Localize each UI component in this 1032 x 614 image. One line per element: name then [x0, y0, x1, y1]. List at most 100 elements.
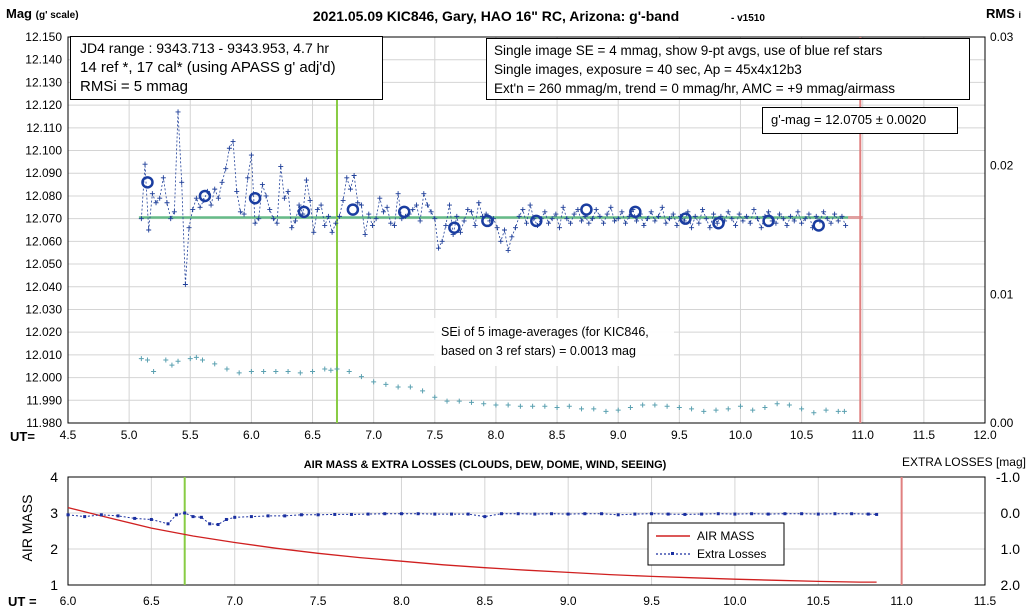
single-image-point	[824, 216, 830, 222]
single-image-point	[186, 225, 192, 231]
extra-losses-point	[216, 523, 220, 527]
rms-point	[811, 410, 817, 416]
average-point	[481, 214, 494, 228]
single-image-point	[259, 182, 265, 188]
extra-losses-point	[875, 512, 879, 516]
average-point	[297, 205, 311, 219]
single-image-point	[524, 220, 529, 226]
average-point	[762, 214, 775, 228]
extra-losses-point	[399, 512, 403, 516]
top-x-tick-label: 6.5	[304, 428, 321, 442]
bottom-y2-axis-label: EXTRA LOSSES [mag]	[902, 455, 1026, 469]
top-y-tick-label: 12.100	[25, 144, 62, 158]
rms-point	[774, 401, 780, 407]
top-y-tick-label: 11.980	[26, 416, 62, 430]
rms-point	[383, 381, 389, 387]
top-y-tick-label: 12.010	[25, 348, 62, 362]
single-image-point	[267, 207, 273, 213]
single-image-point	[289, 225, 295, 231]
rms-point	[689, 406, 695, 412]
rms-point	[786, 402, 792, 408]
top-y-tick-label: 12.050	[25, 257, 62, 271]
extra-losses-point	[316, 513, 320, 517]
rms-point	[615, 407, 621, 413]
single-image-point	[413, 202, 419, 208]
top-x-tick-label: 5.5	[182, 428, 199, 442]
top-x-tick-label: 7.0	[365, 428, 382, 442]
rms-point	[236, 370, 242, 376]
single-image-point	[358, 202, 364, 208]
rms-point	[481, 401, 487, 407]
single-image-point	[256, 216, 262, 222]
legend-losses-marker	[671, 552, 674, 555]
top-x-tick-label: 7.5	[426, 428, 443, 442]
extra-losses-point	[516, 512, 520, 516]
bottom-plot-frame	[67, 476, 986, 586]
top-x-tick-label: 6.0	[243, 428, 260, 442]
single-image-point	[707, 225, 713, 231]
extra-losses-point	[149, 517, 153, 521]
bottom-x-tick-label: 10.0	[723, 594, 747, 608]
bottom-chart-title: AIR MASS & EXTRA LOSSES (CLOUDS, DEW, DO…	[304, 459, 667, 471]
single-image-point	[454, 213, 460, 219]
single-image-point	[461, 218, 467, 224]
bottom-x-tick-label: 7.5	[310, 594, 327, 608]
single-image-point	[435, 245, 441, 251]
bottom-x-tick-label: 8.0	[393, 594, 410, 608]
single-image-point	[813, 213, 819, 219]
extra-losses-point	[333, 512, 337, 516]
rms-point	[627, 405, 633, 411]
rms-point	[395, 384, 401, 390]
single-image-point	[648, 209, 654, 215]
single-image-point	[714, 220, 720, 226]
single-image-point	[626, 213, 632, 219]
single-image-point	[494, 225, 500, 231]
single-image-point	[149, 191, 155, 197]
single-image-point	[564, 216, 570, 222]
extra-losses-point	[716, 512, 720, 516]
bottom-x-tick-label: 11.0	[890, 594, 913, 608]
extra-losses-point	[499, 512, 503, 516]
legend-losses-label: Extra Losses	[697, 547, 766, 561]
single-image-point	[377, 195, 383, 201]
single-image-point	[182, 281, 188, 287]
rms-point	[799, 406, 805, 412]
extra-losses-point	[783, 512, 787, 516]
rms-point	[420, 388, 426, 394]
single-image-point	[329, 229, 335, 235]
top-x-tick-label: 5.0	[121, 428, 138, 442]
info-box-left: JD4 range : 9343.713 - 9343.953, 4.7 hr …	[70, 36, 383, 100]
rms-point	[169, 362, 175, 368]
rms-point	[725, 406, 731, 412]
single-image-point	[417, 218, 423, 224]
single-image-point	[446, 202, 452, 208]
rms-point	[456, 398, 462, 404]
single-image-point	[252, 220, 258, 226]
top-y-tick-label: 12.020	[25, 325, 62, 339]
single-image-point	[142, 161, 148, 167]
extra-losses-point	[349, 512, 353, 516]
single-image-point	[747, 220, 753, 226]
top-x-tick-label: 11.0	[851, 428, 874, 442]
single-image-point	[527, 202, 533, 208]
top-x-tick-label: 12.0	[973, 428, 997, 442]
single-image-point	[806, 211, 812, 217]
top-x-tick-label: 10.0	[729, 428, 753, 442]
single-image-point	[557, 225, 563, 231]
sei-note-line-1: SEi of 5 image-averages (for KIC846,	[441, 325, 649, 339]
single-image-point	[472, 222, 478, 228]
single-image-point	[659, 204, 665, 210]
bottom-series	[66, 477, 903, 585]
single-image-point	[175, 109, 181, 115]
single-image-point	[208, 202, 214, 208]
single-image-point	[711, 211, 717, 217]
extra-losses-point	[299, 513, 303, 517]
single-image-point	[755, 216, 761, 222]
single-image-point	[241, 211, 247, 217]
single-image-point	[333, 220, 339, 226]
average-point	[679, 212, 692, 225]
bottom-grid	[68, 477, 985, 585]
rms-point	[750, 407, 756, 413]
single-image-point	[608, 204, 614, 210]
rms-point	[566, 403, 572, 409]
